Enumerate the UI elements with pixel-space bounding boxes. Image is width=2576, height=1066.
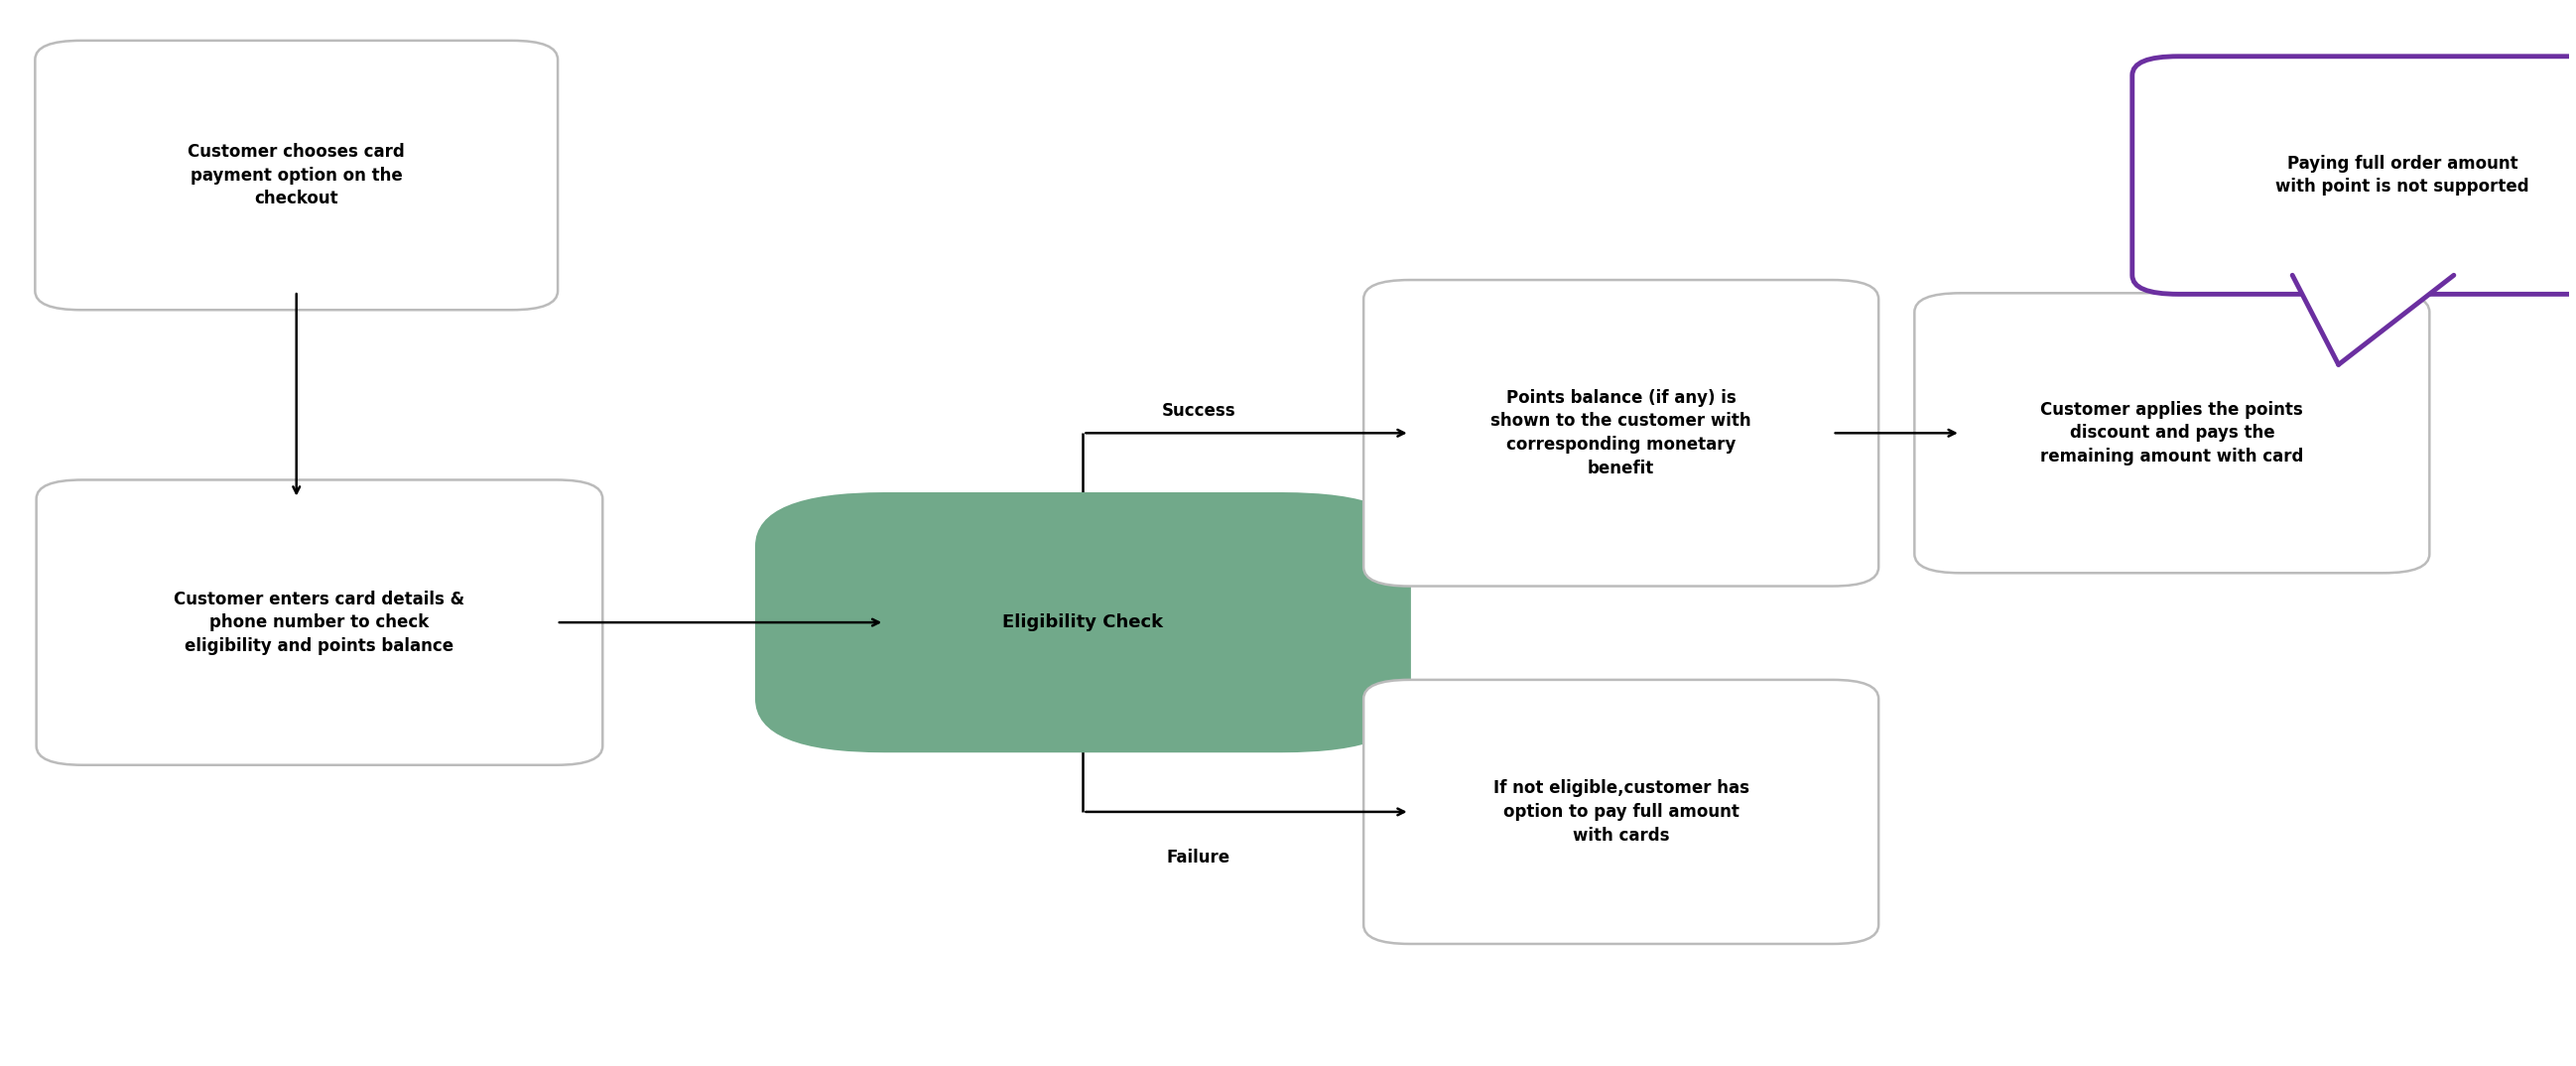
Text: Customer applies the points
discount and pays the
remaining amount with card: Customer applies the points discount and… — [2040, 401, 2303, 466]
FancyBboxPatch shape — [1914, 293, 2429, 574]
FancyBboxPatch shape — [757, 494, 1409, 752]
Polygon shape — [2293, 275, 2455, 365]
FancyBboxPatch shape — [1363, 280, 1878, 586]
Text: If not eligible,customer has
option to pay full amount
with cards: If not eligible,customer has option to p… — [1494, 779, 1749, 844]
Text: Customer enters card details &
phone number to check
eligibility and points bala: Customer enters card details & phone num… — [175, 591, 464, 655]
Text: Paying full order amount
with point is not supported: Paying full order amount with point is n… — [2275, 155, 2530, 196]
FancyBboxPatch shape — [36, 41, 559, 310]
FancyBboxPatch shape — [36, 480, 603, 765]
Text: Success: Success — [1162, 402, 1236, 419]
Text: Eligibility Check: Eligibility Check — [1002, 614, 1164, 631]
Text: Failure: Failure — [1167, 849, 1231, 867]
FancyBboxPatch shape — [1363, 680, 1878, 943]
Text: Customer chooses card
payment option on the
checkout: Customer chooses card payment option on … — [188, 143, 404, 208]
FancyBboxPatch shape — [2133, 56, 2576, 294]
Text: Points balance (if any) is
shown to the customer with
corresponding monetary
ben: Points balance (if any) is shown to the … — [1492, 389, 1752, 478]
